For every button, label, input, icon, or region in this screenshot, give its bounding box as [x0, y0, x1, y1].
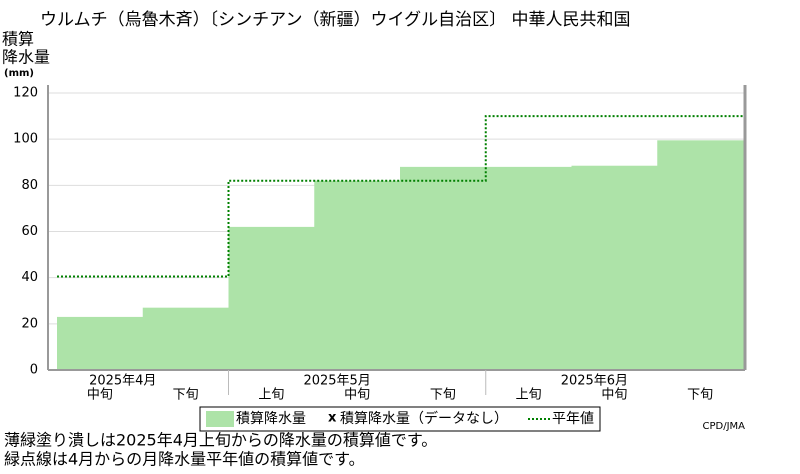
legend-marker: x — [328, 411, 337, 426]
group-label: 2025年5月 — [303, 374, 370, 389]
chart-title: ウルムチ（烏魯木斉）〔シンチアン（新疆）ウイグル自治区〕 中華人民共和国 — [40, 10, 631, 30]
bar — [400, 166, 487, 370]
x-tick-label: 中旬 — [344, 388, 370, 403]
legend-label: 積算降水量（データなし） — [340, 410, 508, 427]
y-tick-label: 60 — [21, 224, 38, 239]
y-tick-label: 0 — [30, 363, 38, 378]
legend-swatch — [206, 411, 234, 427]
y-tick-label: 120 — [13, 86, 38, 101]
y-tick-label: 80 — [21, 178, 38, 193]
x-tick-label: 下旬 — [430, 388, 456, 403]
x-tick-label: 下旬 — [687, 388, 713, 403]
y-label: 積算 — [2, 30, 34, 49]
legend-label: 積算降水量 — [236, 411, 306, 427]
bar — [657, 140, 744, 370]
x-tick-label: 中旬 — [87, 388, 113, 403]
x-tick-label: 下旬 — [173, 388, 199, 403]
x-tick-label: 中旬 — [601, 388, 627, 403]
note: 薄緑塗り潰しは2025年4月上旬からの降水量の積算値です。 — [4, 431, 437, 450]
legend-label: 平年値 — [552, 411, 594, 427]
bar — [571, 165, 658, 370]
y-unit: (mm) — [4, 68, 34, 79]
bar — [485, 166, 572, 370]
group-label: 2025年6月 — [561, 374, 628, 389]
y-tick-label: 20 — [21, 316, 38, 331]
bar — [314, 180, 401, 370]
x-tick-label: 上旬 — [516, 388, 542, 403]
note: 緑点線は4月からの月降水量平年値の積算値です。 — [4, 450, 365, 469]
bar — [57, 316, 144, 370]
y-label: 降水量 — [2, 48, 50, 67]
x-tick-label: 上旬 — [258, 388, 284, 403]
bar — [142, 307, 229, 370]
credit: CPD/JMA — [703, 421, 746, 432]
group-label: 2025年4月 — [89, 374, 156, 389]
y-tick-label: 40 — [21, 270, 38, 285]
y-tick-label: 100 — [13, 132, 38, 147]
bar — [228, 226, 315, 370]
